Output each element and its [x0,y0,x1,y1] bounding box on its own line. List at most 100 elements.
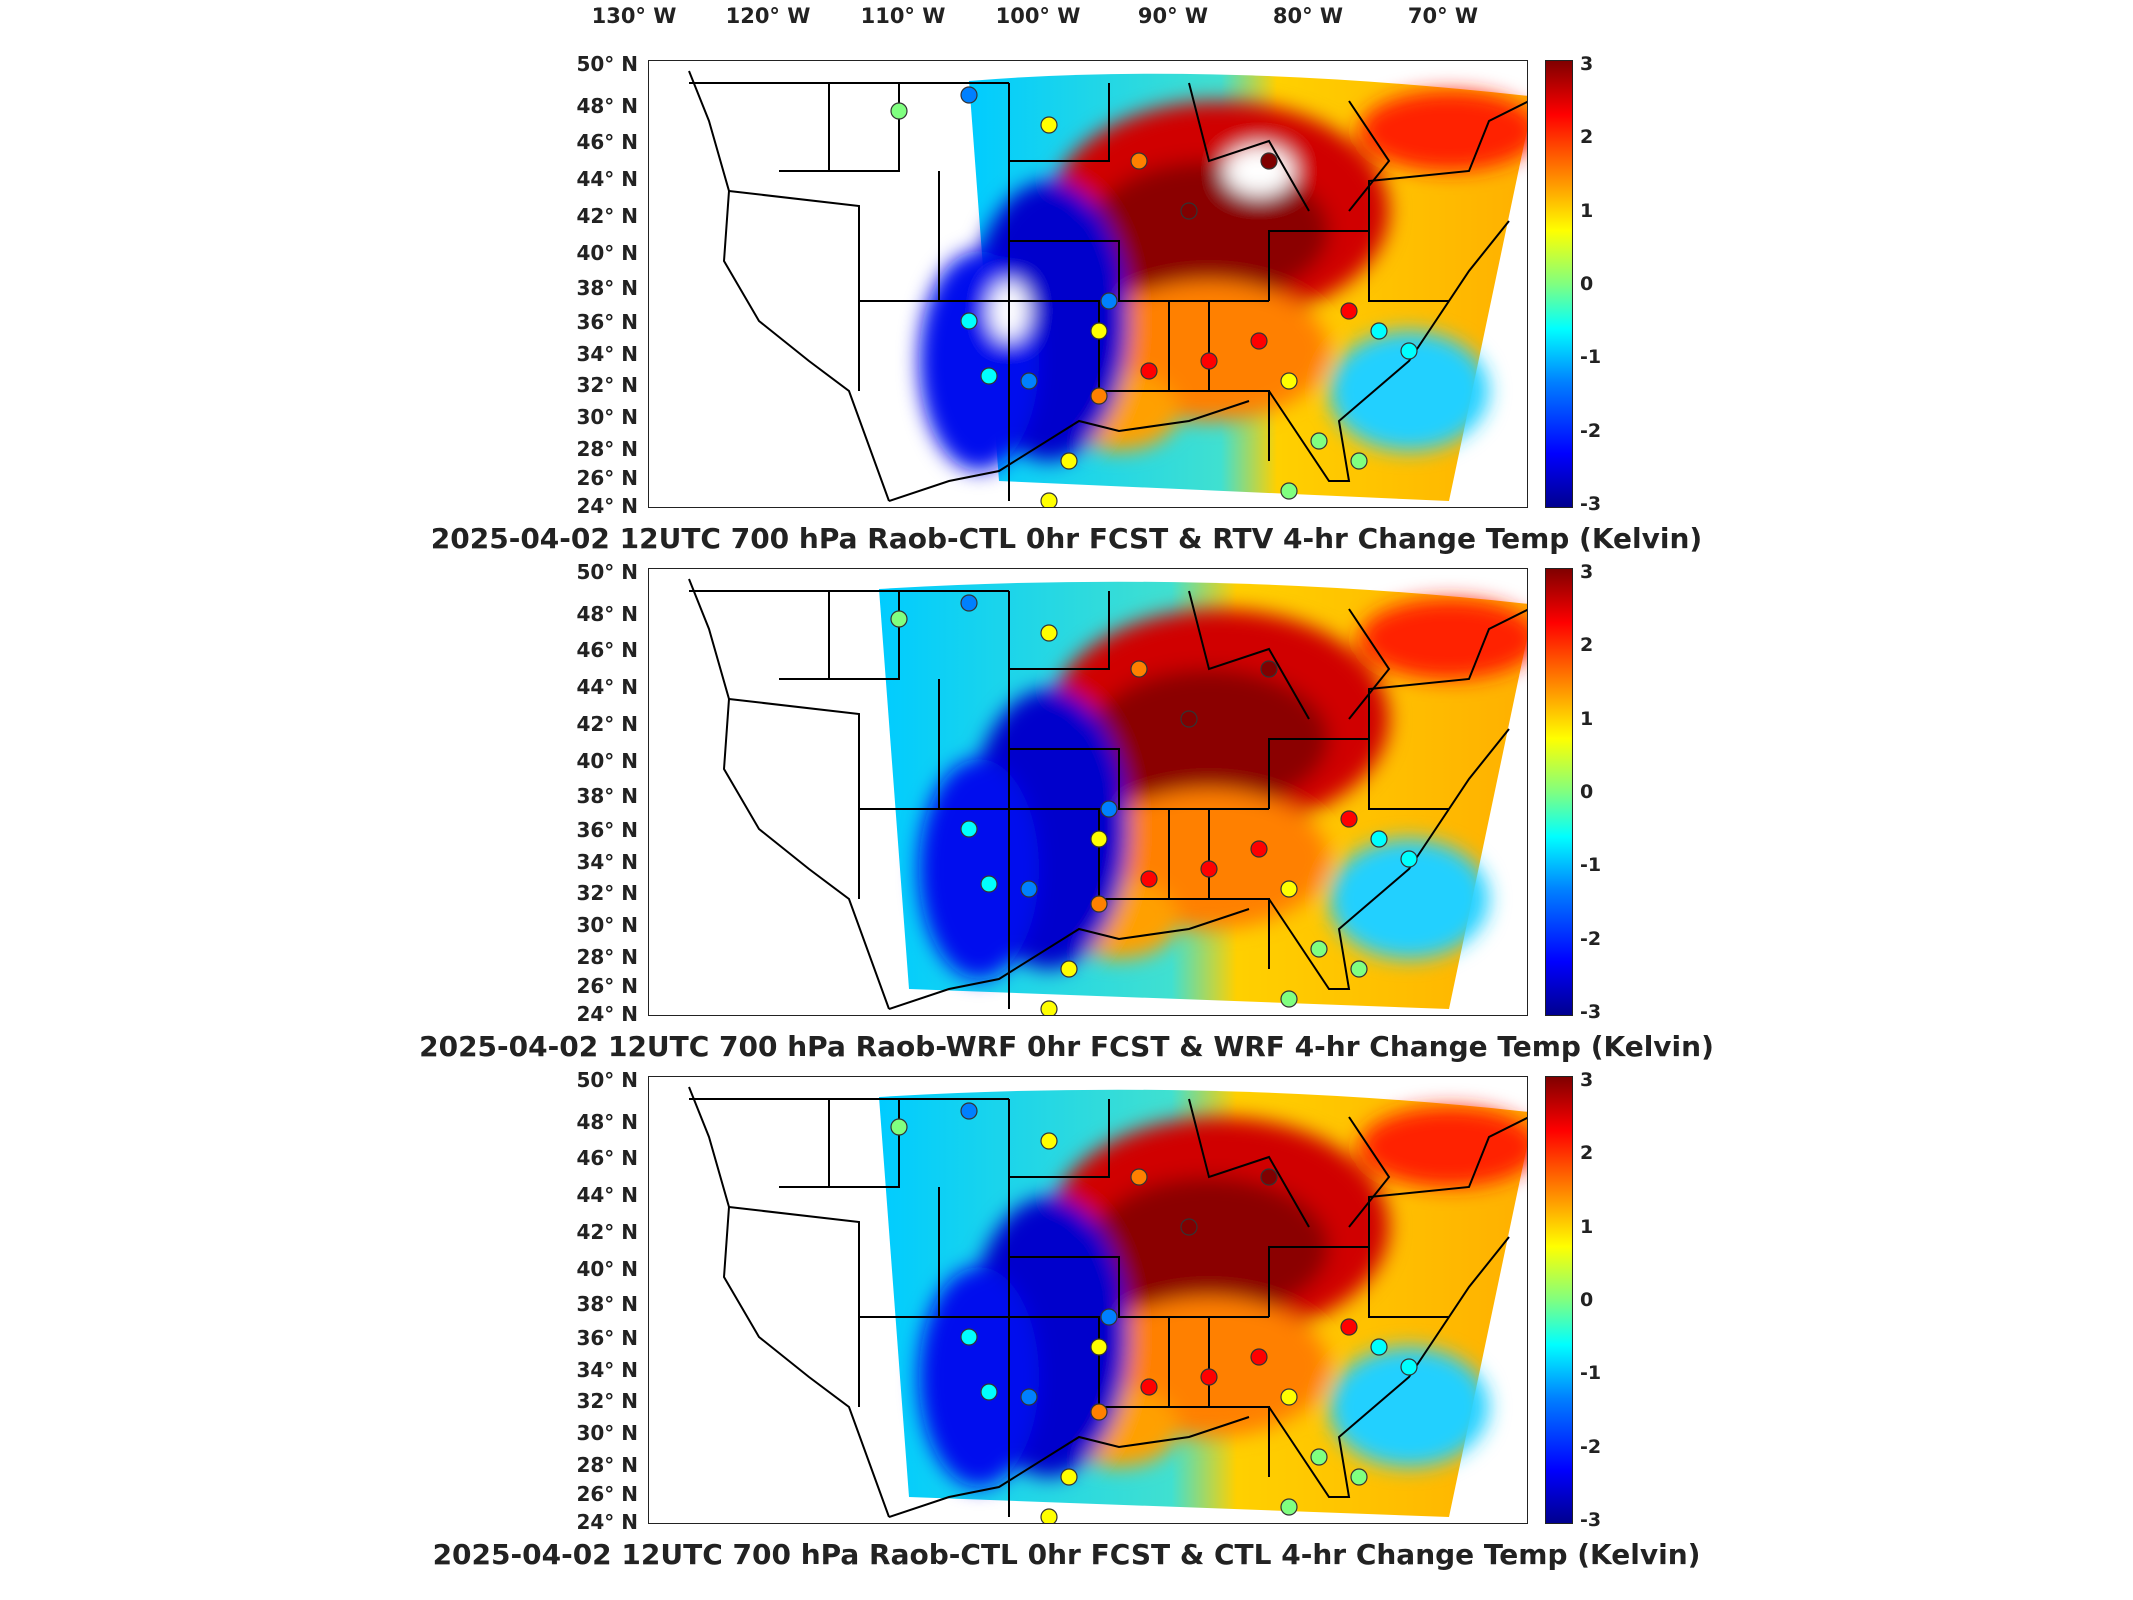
colorbar [1545,568,1573,1016]
raob-station-marker [1140,362,1158,380]
raob-station-marker [1350,1468,1368,1486]
raob-station-marker [1130,152,1148,170]
panel-title: 2025-04-02 12UTC 700 hPa Raob-CTL 0hr FC… [430,522,1703,555]
raob-station-marker [1100,800,1118,818]
raob-station-marker [1140,870,1158,888]
latitude-label: 32° N [576,881,638,905]
latitude-label: 34° N [576,342,638,366]
raob-station-marker [1180,710,1198,728]
latitude-label: 48° N [576,602,638,626]
latitude-label: 28° N [576,945,638,969]
raob-station-marker [980,875,998,893]
latitude-label: 28° N [576,437,638,461]
latitude-label: 44° N [576,167,638,191]
raob-station-marker [1280,482,1298,500]
latitude-label: 32° N [576,373,638,397]
latitude-label: 30° N [576,1421,638,1445]
raob-station-marker [1280,1498,1298,1516]
raob-station-marker [1400,1358,1418,1376]
latitude-label: 48° N [576,1110,638,1134]
raob-station-marker [1020,372,1038,390]
latitude-label: 38° N [576,784,638,808]
latitude-label: 42° N [576,204,638,228]
panel-title: 2025-04-02 12UTC 700 hPa Raob-WRF 0hr FC… [419,1030,1714,1063]
raob-station-marker [1140,1378,1158,1396]
colorbar-tick-label: 1 [1580,199,1594,222]
anomaly-field [919,599,1527,979]
raob-station-marker [1090,387,1108,405]
raob-station-marker [1400,850,1418,868]
raob-station-marker [1100,292,1118,310]
raob-station-marker [1100,1308,1118,1326]
latitude-label: 50° N [576,560,638,584]
colorbar-tick-label: 0 [1580,273,1594,295]
raob-station-marker [1060,1468,1078,1486]
lon-label: 120° W [725,4,811,28]
latitude-label: 30° N [576,913,638,937]
latitude-label: 44° N [576,1183,638,1207]
lon-label: 130° W [591,4,677,28]
raob-station-marker [1060,960,1078,978]
colorbar-tick-label: -1 [1580,854,1602,877]
raob-station-marker [1310,1448,1328,1466]
raob-station-marker [1250,1348,1268,1366]
raob-station-marker [1040,116,1058,134]
latitude-label: 36° N [576,1326,638,1350]
raob-station-marker [1370,1338,1388,1356]
latitude-label: 34° N [576,850,638,874]
colorbar-tick-label: -3 [1580,1509,1602,1531]
raob-station-marker [960,1102,978,1120]
raob-stations [890,594,1418,1015]
latitude-label: 44° N [576,675,638,699]
raob-station-marker [1370,322,1388,340]
colorbar-tick-label: -1 [1580,1362,1602,1385]
raob-station-marker [1250,840,1268,858]
latitude-label: 46° N [576,638,638,662]
raob-station-marker [980,1383,998,1401]
raob-station-marker [1040,624,1058,642]
raob-station-marker [1400,342,1418,360]
raob-station-marker [1020,1388,1038,1406]
raob-station-marker [1180,1218,1198,1236]
raob-station-marker [1200,352,1218,370]
latitude-label: 34° N [576,1358,638,1382]
raob-station-marker [890,610,908,628]
raob-station-marker [960,312,978,330]
colorbar-tick-label: 1 [1580,707,1594,730]
raob-station-marker [1130,1168,1148,1186]
latitude-label: 36° N [576,310,638,334]
raob-station-marker [960,1328,978,1346]
raob-station-marker [1040,492,1058,507]
latitude-label: 50° N [576,52,638,76]
raob-station-marker [1180,202,1198,220]
raob-station-marker [1040,1132,1058,1150]
colorbar-tick-label: -2 [1580,927,1602,950]
colorbar [1545,60,1573,508]
map-svg [688,70,1527,507]
map-panel: 50° N 48° N 46° N 44° N 42° N 40° N 38° N 36° N… [0,52,2133,518]
raob-station-marker [1090,1338,1108,1356]
latitude-label: 36° N [576,818,638,842]
colorbar-tick-label: 2 [1580,1142,1594,1165]
colorbar-tick-label: -1 [1580,346,1602,369]
raob-station-marker [1350,452,1368,470]
lon-label: 100° W [995,4,1081,28]
raob-station-marker [1350,960,1368,978]
latitude-label: 30° N [576,405,638,429]
latitude-label: 26° N [576,974,638,998]
colorbar-tick-label: 3 [1580,561,1594,583]
colorbar-tick-label: 3 [1580,53,1594,75]
raob-station-marker [960,86,978,104]
us-state-boundaries [688,578,1527,1010]
latitude-label: 38° N [576,1292,638,1316]
colorbar-tick-label: -3 [1580,493,1602,515]
latitude-label: 50° N [576,1068,638,1092]
raob-station-marker [1040,1508,1058,1523]
latitude-label: 40° N [576,749,638,773]
latitude-label: 28° N [576,1453,638,1477]
latitude-label: 26° N [576,1482,638,1506]
lon-label: 70° W [1407,4,1479,28]
raob-station-marker [980,367,998,385]
map-panel: 50° N 48° N 46° N 44° N 42° N 40° N 38° N 36° N… [0,560,2133,1026]
colorbar-tick-label: 3 [1580,1069,1594,1091]
